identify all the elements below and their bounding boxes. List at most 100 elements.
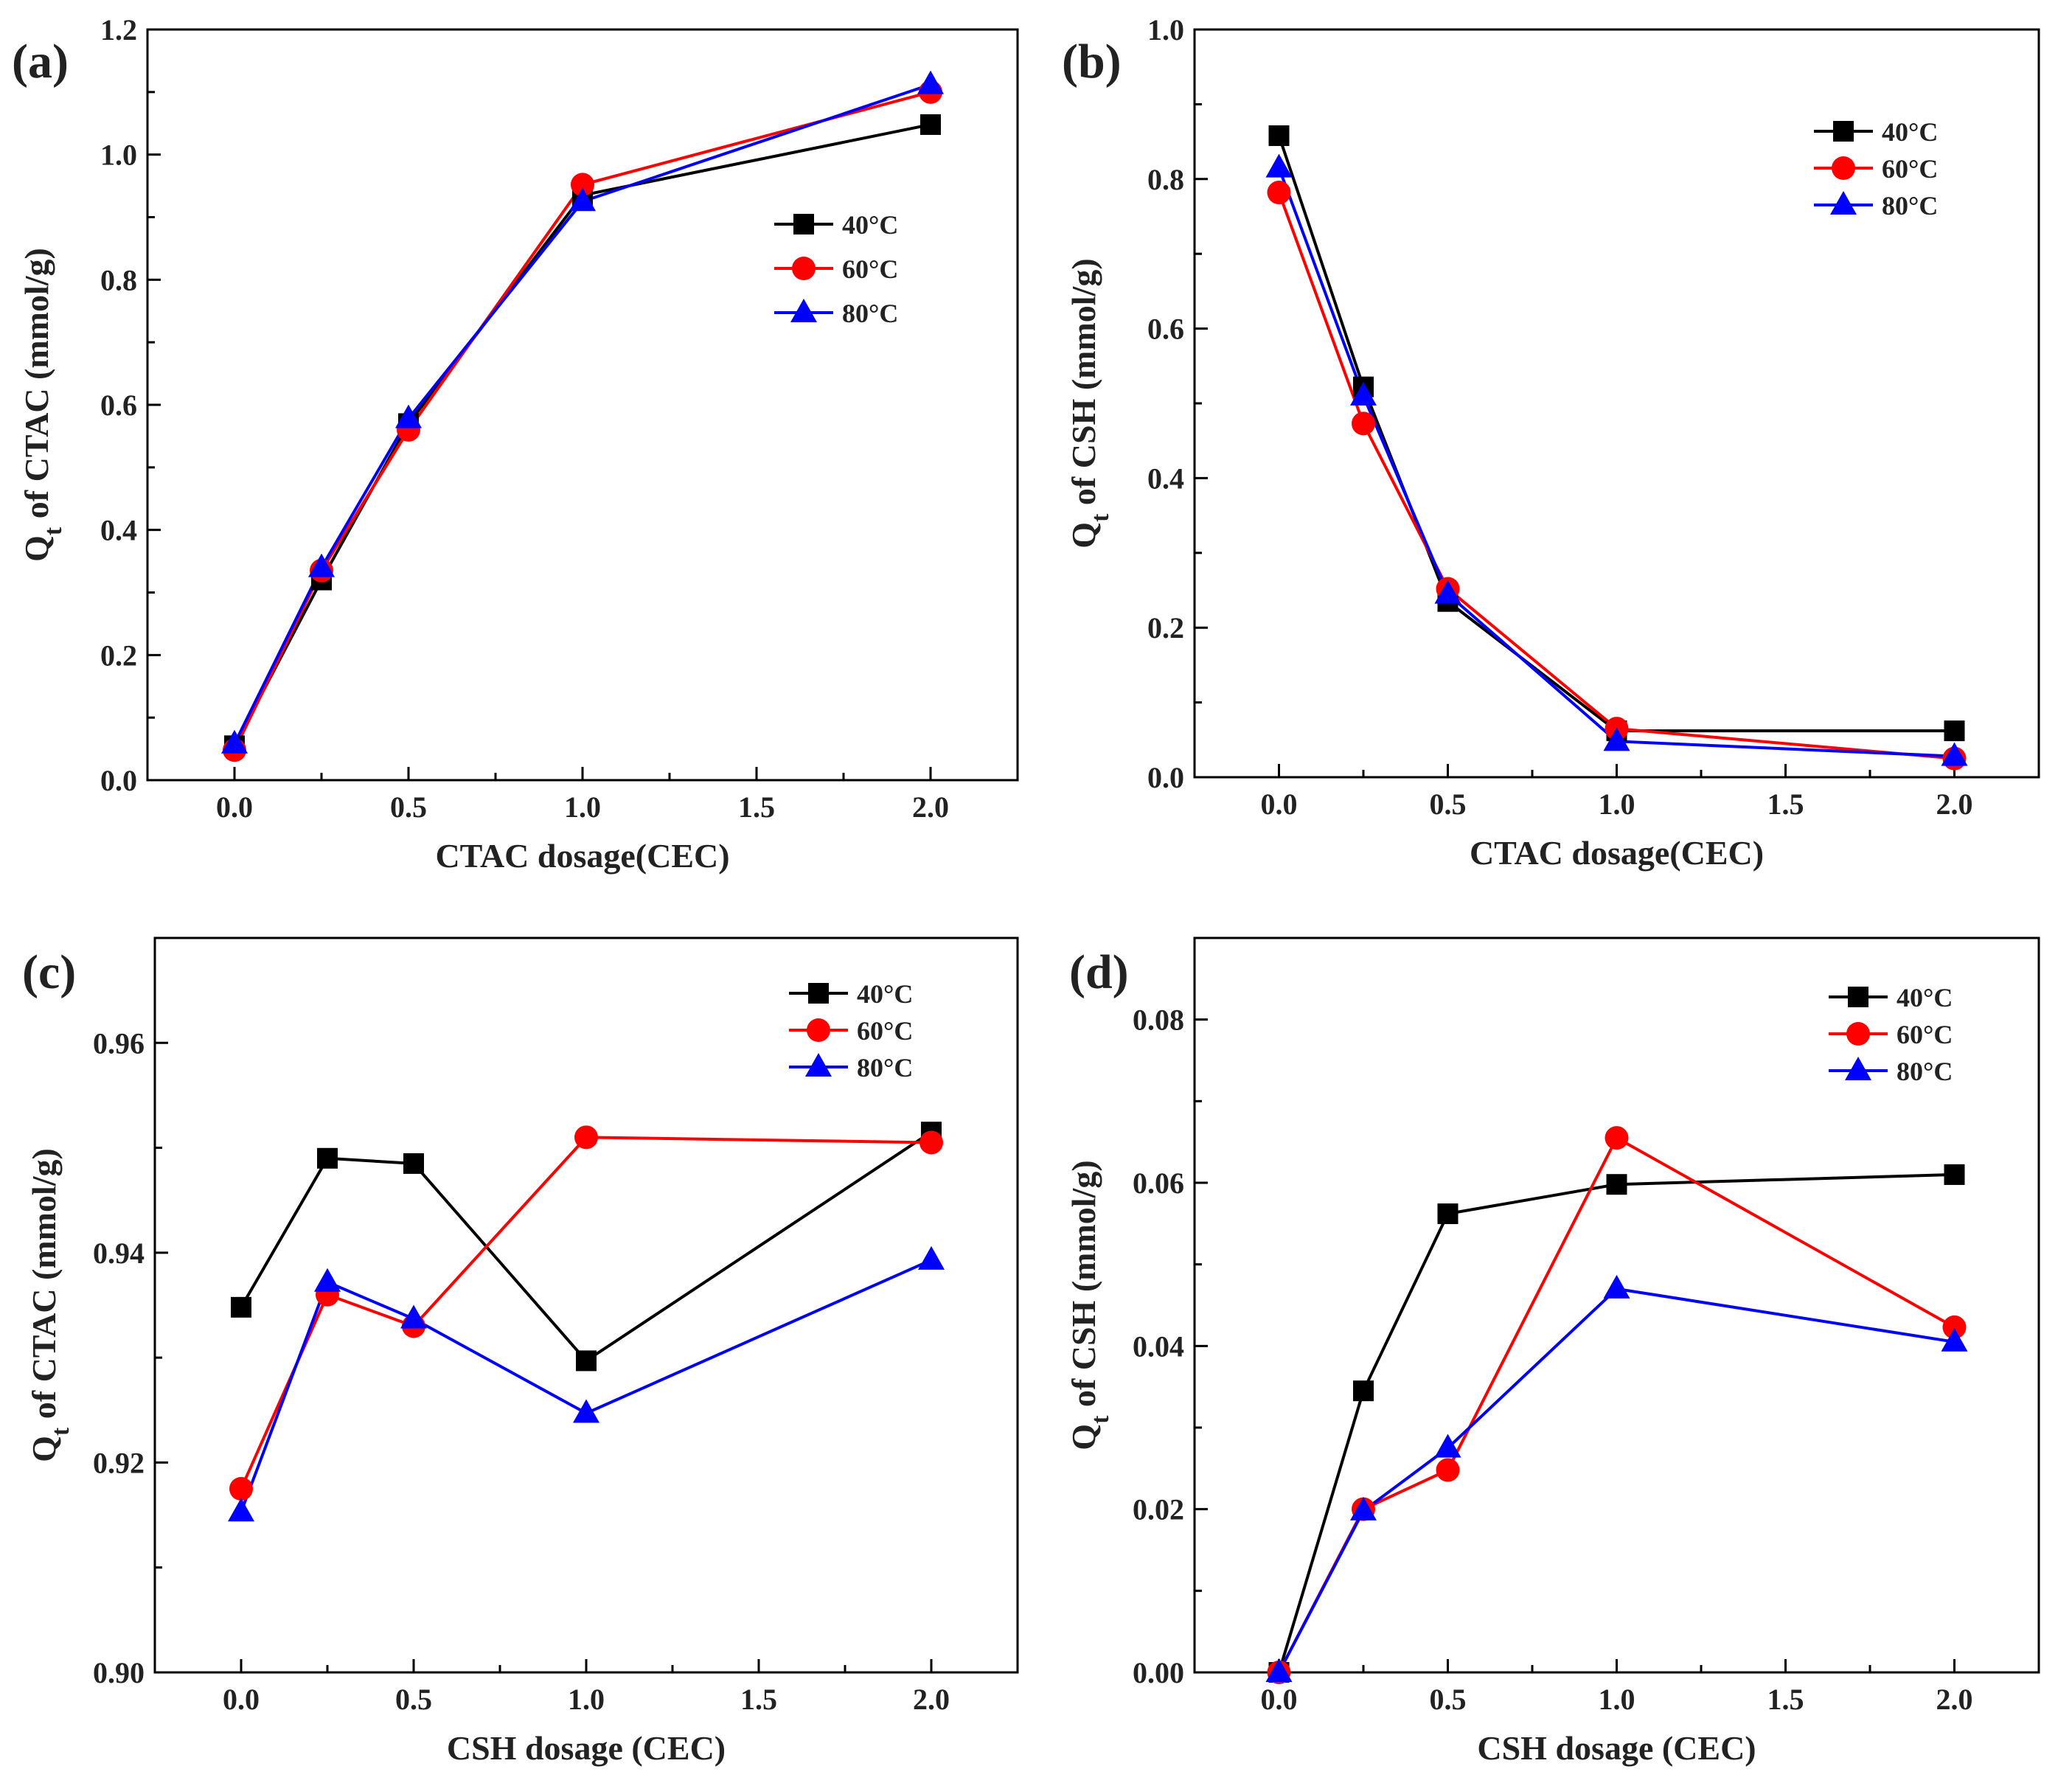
data-point-s1-3 (571, 173, 594, 197)
chart-panel-c: 0.0 0.5 1.0 1.5 2.0 0.90 0.92 0.94 0.96 CSH dosag… (22, 936, 1019, 1767)
legend-label: 60°C (1897, 1020, 1953, 1049)
x-tick-label: 1.5 (738, 790, 775, 824)
data-point-s1-1 (1352, 411, 1375, 436)
y-axis-title-subscript: t (1087, 513, 1114, 522)
data-point-s2-2 (395, 404, 422, 428)
data-point-s2-0 (221, 729, 248, 754)
y-tick-label: 0.2 (1147, 611, 1184, 644)
legend-label: 40°C (1897, 983, 1953, 1012)
y-tick-label: 0.0 (1147, 761, 1184, 794)
data-point-s2-1 (1350, 1496, 1377, 1520)
y-axis-title-rest: of CSH (mmol/g) (1065, 258, 1102, 513)
data-point-s2-1 (314, 1268, 341, 1292)
legend-label: 60°C (857, 1016, 913, 1046)
x-tick-label: 2.0 (913, 1683, 950, 1716)
y-axis-title-q: Q (25, 1436, 63, 1462)
data-point-s2-2 (1434, 1433, 1461, 1458)
panel-label: (d) (1069, 945, 1129, 999)
data-point-s0-4 (920, 114, 941, 135)
series-line-2 (1277, 167, 1955, 758)
series-line-2 (1277, 1287, 1955, 1673)
data-point-s0-0 (1268, 125, 1290, 146)
chart-panel-b: 0.0 0.5 1.0 1.5 2.0 0.0 0.2 0.4 0.6 0.8 1.0 CTAC do… (1062, 13, 2040, 872)
data-point-s0-2 (1437, 1203, 1459, 1225)
y-axis-title: Qt of CTAC (mmol/g) (18, 248, 67, 562)
series-line-0 (1277, 1172, 1955, 1673)
y-axis-title-q: Q (18, 535, 55, 562)
data-point-s0-1 (1353, 1380, 1374, 1402)
y-tick-label: 1.2 (100, 13, 137, 46)
legend-marker (1833, 121, 1854, 142)
y-tick-label: 0.4 (100, 514, 137, 547)
data-point-s1-0 (229, 1477, 253, 1501)
x-axis-title: CSH dosage (CEC) (447, 1729, 726, 1767)
legend-marker (1846, 1022, 1870, 1046)
y-axis-title-q: Q (1065, 1424, 1102, 1450)
x-axis-title: CSH dosage (CEC) (1477, 1729, 1756, 1767)
data-point-s2-1 (308, 553, 335, 577)
series-line-1 (1277, 192, 1955, 760)
y-tick-label: 0.04 (1133, 1330, 1184, 1363)
legend-marker (1832, 156, 1855, 180)
data-point-s2-3 (569, 187, 596, 212)
series-line-1 (1277, 1136, 1955, 1673)
y-tick-label: 0.2 (100, 639, 137, 672)
x-tick-label: 2.0 (1936, 788, 1973, 821)
legend-marker (1848, 987, 1868, 1007)
y-tick-label: 0.8 (100, 263, 137, 296)
y-tick-label: 0.8 (1147, 163, 1184, 196)
data-point-s0-4 (1944, 1164, 1965, 1185)
y-tick-label: 0.0 (100, 764, 137, 797)
plot-frame (146, 28, 1019, 782)
legend-label: 60°C (842, 254, 898, 284)
x-tick-label: 0.0 (216, 790, 253, 824)
y-axis-title-q: Q (1065, 522, 1102, 549)
y-tick-label: 0.4 (1147, 462, 1184, 495)
x-tick-label: 1.5 (740, 1683, 777, 1716)
panel-label: (c) (22, 945, 76, 999)
data-point-s1-3 (1605, 1126, 1629, 1150)
data-point-s1-2 (1436, 1458, 1460, 1482)
legend-label: 80°C (1882, 191, 1938, 220)
y-axis-title-rest: of CTAC (mmol/g) (18, 248, 55, 527)
legend-label: 40°C (842, 210, 898, 240)
data-point-s2-4 (1941, 742, 1968, 766)
x-tick-label: 2.0 (1936, 1683, 1973, 1716)
y-tick-label: 0.96 (93, 1026, 145, 1060)
y-axis-title-subscript: t (40, 526, 67, 535)
data-point-s2-4 (1941, 1327, 1968, 1352)
series-line-0 (240, 1130, 933, 1363)
legend-label: 80°C (857, 1053, 913, 1082)
data-point-s2-0 (228, 1498, 254, 1522)
y-tick-label: 0.6 (100, 389, 137, 422)
data-point-s2-0 (1265, 153, 1293, 178)
x-axis-title: CTAC dosage(CEC) (1470, 834, 1764, 872)
y-axis-title-rest: of CTAC (mmol/g) (25, 1148, 63, 1428)
x-tick-label: 0.5 (395, 1683, 432, 1716)
chart-panel-d: 0.0 0.5 1.0 1.5 2.0 0.00 0.02 0.04 0.06 0.08 CSH d… (1065, 936, 2040, 1767)
x-tick-label: 0.5 (1430, 788, 1467, 821)
data-point-s0-3 (576, 1350, 597, 1372)
legend-label: 40°C (1882, 117, 1938, 147)
data-point-s1-3 (574, 1125, 598, 1150)
y-tick-label: 1.0 (100, 139, 137, 172)
x-tick-label: 0.5 (1430, 1683, 1467, 1716)
x-tick-label: 1.0 (1599, 1683, 1635, 1716)
x-tick-label: 1.0 (568, 1683, 605, 1716)
data-point-s0-0 (231, 1296, 251, 1318)
y-tick-label: 0.00 (1133, 1656, 1184, 1689)
x-tick-label: 2.0 (912, 790, 949, 824)
x-tick-label: 1.0 (564, 790, 601, 824)
y-axis-title-subscript: t (1087, 1415, 1114, 1424)
y-axis-title: Qt of CSH (mmol/g) (1065, 1160, 1114, 1450)
y-tick-label: 0.92 (93, 1446, 145, 1479)
data-point-s1-4 (1942, 1315, 1967, 1339)
chart-panel-a: 0.0 0.5 1.0 1.5 2.0 0.0 0.2 0.4 0.6 0.8 1.0 1.2 CTAC… (12, 13, 1019, 875)
series-line-2 (240, 1258, 932, 1513)
data-point-s2-3 (1603, 1274, 1630, 1299)
x-tick-label: 1.0 (1599, 788, 1635, 821)
data-point-s0-2 (403, 1153, 424, 1174)
data-point-s1-0 (1267, 181, 1291, 205)
x-tick-label: 0.5 (390, 790, 427, 824)
